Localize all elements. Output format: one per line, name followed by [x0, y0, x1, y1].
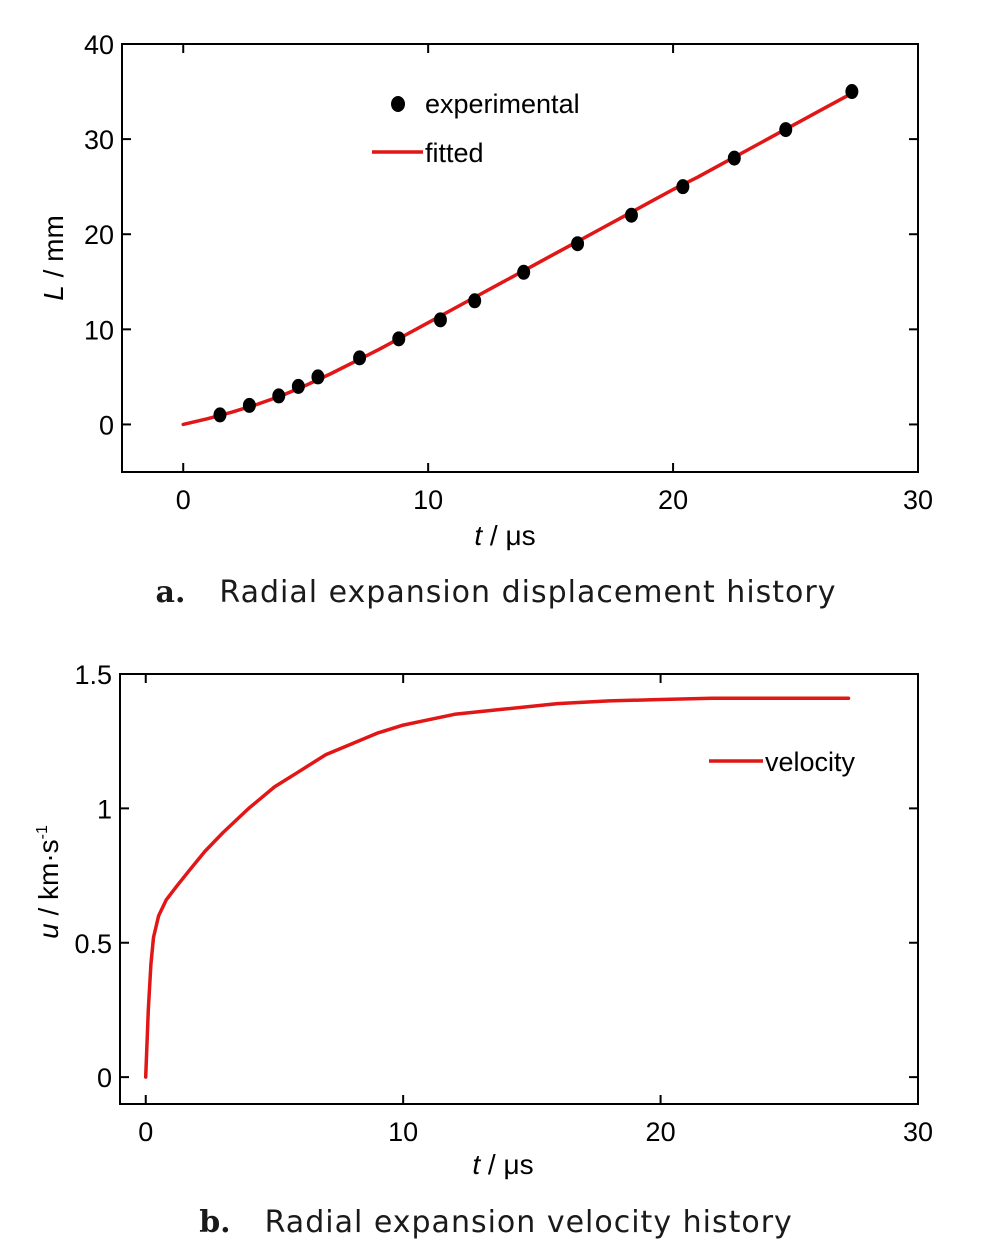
panel-a-letter: a.	[156, 575, 186, 610]
panel-a-y-var: L	[38, 285, 69, 301]
panel-b-series	[143, 696, 851, 1079]
y-tick-label: 10	[84, 315, 114, 345]
x-tick-label: 20	[658, 485, 688, 515]
panel-a-x-unit: / μs	[482, 520, 535, 551]
y-tick-label: 20	[84, 220, 114, 250]
panel-b-legend: velocity	[709, 747, 856, 777]
panel-b-y-unit-superscript: -1	[34, 825, 51, 839]
panel-a-x-ticks: 0 10 20 30	[176, 44, 933, 515]
data-point-experimental	[353, 350, 367, 366]
panel-a-series	[181, 84, 859, 427]
y-tick-label: 0.5	[74, 929, 112, 959]
panel-a-caption: a. Radial expansion displacement history	[156, 575, 837, 610]
x-tick-label: 10	[413, 485, 443, 515]
legend-marker-experimental	[391, 96, 405, 112]
panel-a-x-var: t	[474, 520, 483, 551]
panel-b-caption-text: Radial expansion velocity history	[265, 1205, 793, 1240]
y-tick-label: 30	[84, 125, 114, 155]
x-tick-label: 0	[138, 1117, 153, 1147]
panel-b-y-unit: / km·s	[33, 839, 64, 923]
data-point-experimental	[242, 397, 256, 413]
data-point-experimental	[727, 150, 741, 166]
panel-b-caption: b. Radial expansion velocity history	[199, 1205, 793, 1240]
data-point-experimental	[272, 388, 286, 404]
panel-b-letter: b.	[199, 1205, 230, 1240]
y-tick-label: 0	[99, 410, 114, 440]
panel-a-x-axis-label: t / μs	[474, 520, 535, 551]
y-tick-label: 1.5	[74, 660, 112, 690]
y-tick-label: 1	[97, 794, 112, 824]
panel-a-y-unit: / mm	[38, 215, 69, 285]
series-line-fitted	[181, 91, 854, 427]
panel-b-x-var: t	[472, 1149, 481, 1180]
data-point-experimental	[676, 179, 690, 195]
data-point-experimental	[845, 84, 859, 100]
legend-label-velocity: velocity	[765, 747, 856, 777]
data-point-experimental	[392, 331, 406, 347]
y-tick-label: 0	[97, 1063, 112, 1093]
panel-a-caption-text: Radial expansion displacement history	[219, 575, 836, 610]
data-point-experimental	[291, 378, 305, 394]
data-point-experimental	[779, 122, 793, 138]
panel-a-plot-frame	[121, 43, 919, 473]
data-point-experimental	[433, 312, 447, 328]
panel-b-x-unit: / μs	[480, 1149, 533, 1180]
x-tick-label: 20	[646, 1117, 676, 1147]
panel-b-y-var: u	[33, 923, 64, 939]
data-point-experimental	[468, 293, 482, 309]
legend-label-fitted: fitted	[425, 138, 484, 168]
y-tick-label: 40	[84, 30, 114, 60]
panel-a-legend: experimental fitted	[372, 89, 580, 168]
series-line-velocity	[143, 696, 851, 1079]
panel-b-y-ticks: 0 0.5 1 1.5	[74, 660, 918, 1093]
panel-a-y-ticks: 0 10 20 30 40	[84, 30, 918, 440]
panel-b-x-ticks: 0 10 20 30	[138, 674, 933, 1147]
data-point-experimental	[624, 207, 638, 223]
data-point-experimental	[517, 264, 531, 280]
panel-b-plot-frame	[119, 673, 919, 1105]
panel-b-x-axis-label: t / μs	[472, 1149, 533, 1180]
x-tick-label: 30	[903, 485, 933, 515]
data-point-experimental	[213, 407, 227, 423]
x-tick-label: 0	[176, 485, 191, 515]
panel-b-chart: 0 10 20 30 0 0.5 1 1.5 velocity t / μs u / km·…	[33, 660, 933, 1240]
data-point-experimental	[311, 369, 325, 385]
data-point-experimental	[571, 236, 585, 252]
legend-label-experimental: experimental	[425, 89, 580, 119]
panel-a-chart: 0 10 20 30 0 10 20 30 40 experimental fitted t …	[38, 30, 933, 610]
x-tick-label: 30	[903, 1117, 933, 1147]
panel-a-y-axis-label: L / mm	[38, 215, 69, 301]
panel-b-y-axis-label: u / km·s-1	[33, 825, 64, 939]
x-tick-label: 10	[388, 1117, 418, 1147]
